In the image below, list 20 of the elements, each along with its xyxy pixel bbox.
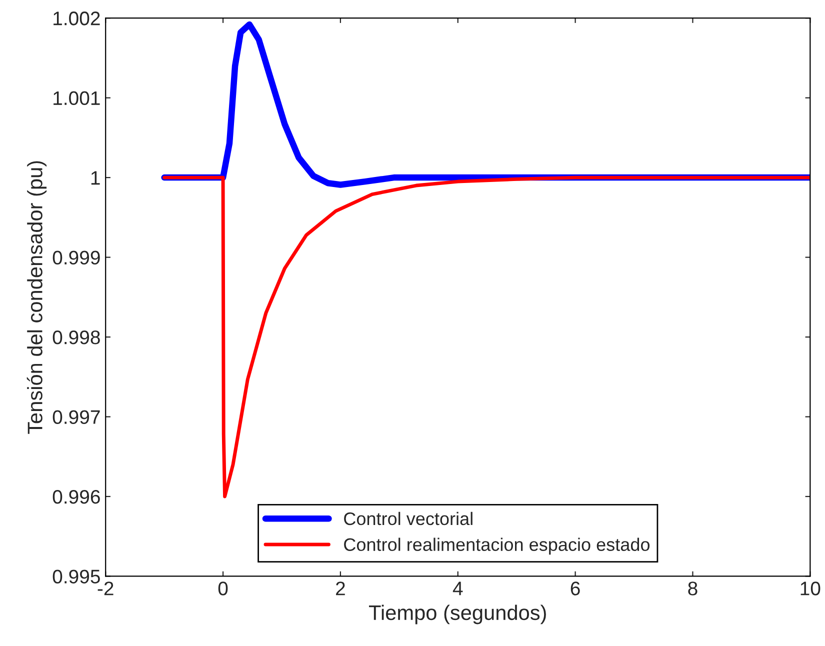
y-tick-label: 1 [91, 171, 100, 185]
y-tick-label: 0.999 [52, 250, 100, 265]
x-tick-label: 6 [570, 582, 580, 596]
x-axis-title: Tiempo (segundos) [369, 604, 546, 624]
legend-label: Control vectorial [344, 512, 472, 526]
x-tick-label: 0 [218, 582, 228, 596]
x-tick-label: -2 [98, 582, 114, 596]
y-tick-label: 0.995 [52, 570, 100, 584]
line-series [162, 176, 810, 498]
x-tick-label: 8 [688, 582, 698, 596]
y-tick-label: 1.002 [54, 12, 100, 26]
y-tick-label: 1.001 [54, 91, 100, 106]
y-tick-label: 0.998 [52, 330, 100, 344]
y-axis-title: Tensión del condensador (pu) [26, 161, 47, 434]
y-tick-label: 0.997 [52, 410, 100, 424]
x-tick-label: 4 [452, 582, 463, 596]
legend-label: Control realimentacion espacio estado [344, 538, 650, 555]
x-tick-label: 10 [800, 582, 820, 596]
y-tick-label: 0.996 [52, 490, 100, 504]
x-tick-label: 2 [336, 582, 345, 596]
